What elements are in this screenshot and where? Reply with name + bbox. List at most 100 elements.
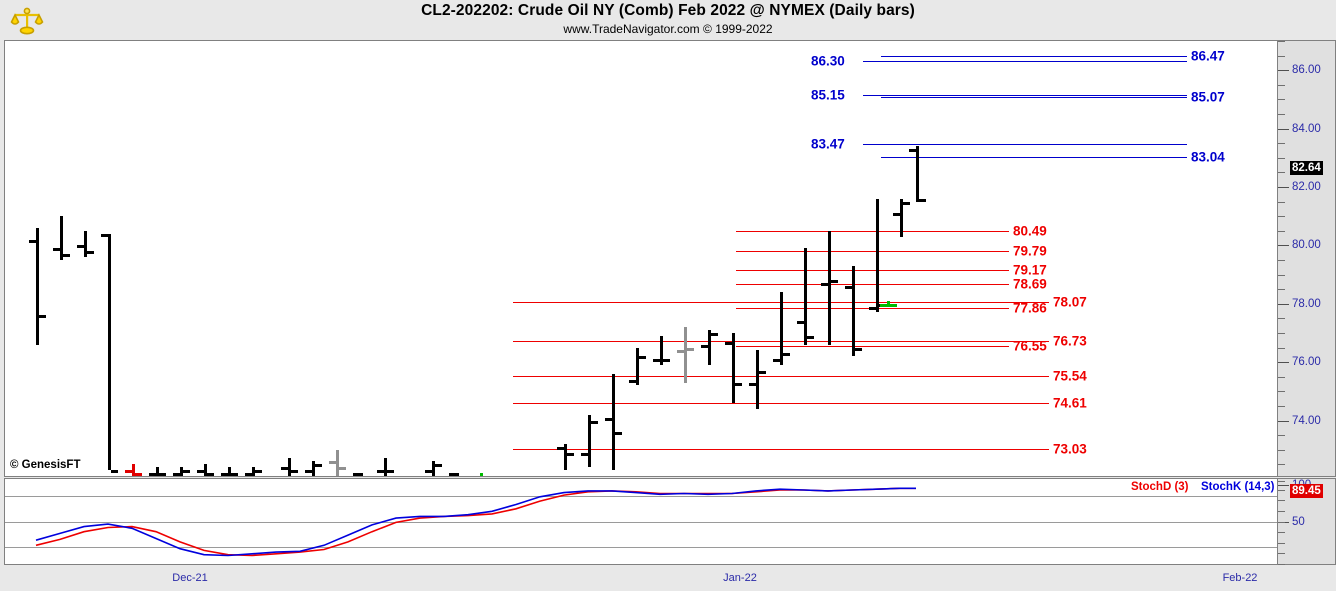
current-price-badge: 82.64 [1290, 161, 1323, 176]
price-axis-minor-tick [1278, 201, 1285, 203]
chart-subtitle: www.TradeNavigator.com © 1999-2022 [563, 22, 773, 36]
stoch-axis-minor-tick [1278, 521, 1285, 523]
price-axis-minor-tick [1278, 449, 1285, 451]
ohlc-open-tick [821, 283, 828, 287]
ohlc-open-tick [677, 350, 684, 354]
price-axis-minor-tick [1278, 230, 1285, 232]
support-line-label: 73.03 [1053, 441, 1087, 457]
support-line [513, 402, 1049, 404]
stoch-axis-minor-tick [1278, 481, 1285, 482]
price-axis-minor-tick [1278, 464, 1285, 466]
ohlc-open-tick [101, 233, 108, 237]
price-axis-minor-tick [1278, 99, 1285, 101]
resistance-line-left-label: 85.15 [811, 87, 845, 103]
price-axis-tick [1278, 245, 1289, 247]
ohlc-open-tick [880, 303, 887, 307]
ohlc-bar [84, 230, 87, 258]
price-axis-minor-tick [1278, 289, 1285, 291]
ohlc-close-tick [807, 335, 814, 339]
ohlc-bar [660, 335, 663, 366]
ohlc-open-tick [581, 452, 588, 456]
ohlc-bar [336, 449, 339, 476]
ohlc-open-tick [797, 321, 804, 325]
ohlc-open-tick [557, 446, 564, 450]
ohlc-bar [684, 327, 687, 383]
price-axis-minor-tick [1278, 332, 1285, 334]
price-axis-minor-tick [1278, 376, 1285, 378]
ohlc-open-tick [29, 239, 36, 243]
ohlc-open-tick [653, 359, 660, 363]
stochastic-axis[interactable]: 1005089.45 [1277, 478, 1336, 565]
ohlc-close-tick [711, 332, 718, 336]
ohlc-close-tick [783, 353, 790, 357]
ohlc-bar [252, 467, 255, 476]
ohlc-bar [432, 461, 435, 476]
stoch-k-line [35, 487, 916, 557]
ohlc-close-tick [663, 359, 670, 363]
price-axis-minor-tick [1278, 405, 1285, 407]
date-axis[interactable]: Dec-21 Jan-22 Feb-22 [4, 566, 1336, 591]
stoch-axis-minor-tick [1278, 510, 1285, 512]
stoch-d-line [35, 487, 916, 557]
resistance-line-left-label: 83.47 [811, 136, 845, 152]
price-axis-tick [1278, 303, 1289, 305]
price-axis-minor-tick [1278, 391, 1285, 393]
ohlc-bar [756, 350, 759, 409]
support-line-label: 76.73 [1053, 333, 1087, 349]
price-axis-minor-tick [1278, 157, 1285, 159]
resistance-line-lower [881, 56, 1187, 58]
support-line-label: 79.79 [1013, 243, 1047, 259]
ohlc-bar [36, 227, 39, 345]
date-axis-label: Jan-22 [723, 572, 757, 584]
support-line [513, 448, 1049, 450]
price-axis[interactable]: 86.00 84.00 82.00 80.00 78.00 76.00 74.00 82.64 [1277, 40, 1336, 477]
price-axis-minor-tick [1278, 41, 1285, 42]
ohlc-close-tick [111, 470, 118, 474]
ohlc-close-tick [831, 280, 838, 284]
stochastic-pane[interactable]: StochD (3) StochK (14,3) [4, 478, 1278, 565]
ohlc-open-tick [725, 341, 732, 345]
ohlc-bar [456, 473, 459, 476]
ohlc-bar [828, 230, 831, 345]
ohlc-open-tick [53, 248, 60, 252]
ohlc-close-tick [919, 198, 926, 202]
price-axis-minor-tick [1278, 113, 1285, 115]
ohlc-bar [900, 198, 903, 237]
support-line-label: 80.49 [1013, 223, 1047, 239]
stoch-k-legend: StochK (14,3) [1201, 481, 1275, 493]
resistance-line-upper [863, 95, 1187, 96]
ohlc-close-tick [87, 251, 94, 255]
support-line [736, 251, 1009, 253]
price-axis-minor-tick [1278, 274, 1285, 276]
support-line-label: 78.69 [1013, 276, 1047, 292]
resistance-line-upper [863, 144, 1187, 146]
price-axis-label: 84.00 [1292, 122, 1321, 135]
ohlc-open-tick [449, 473, 456, 476]
chart-header: CL2-202202: Crude Oil NY (Comb) Feb 2022… [0, 0, 1336, 40]
ohlc-close-tick [231, 473, 238, 476]
support-line-label: 75.54 [1053, 368, 1087, 384]
price-chart-pane[interactable]: 80.49 79.79 79.17 78.69 78.07 77.86 76.73 76.55… [4, 40, 1278, 477]
stoch-axis-minor-tick [1278, 542, 1285, 544]
ohlc-close-tick [903, 201, 910, 205]
resistance-line-lower [881, 156, 1187, 158]
date-axis-label: Dec-21 [172, 572, 208, 584]
ohlc-bar [612, 373, 615, 471]
support-line [736, 269, 1009, 271]
ohlc-open-tick [245, 473, 252, 476]
ohlc-open-tick [77, 245, 84, 249]
ohlc-open-tick [353, 473, 360, 476]
ohlc-bar [228, 467, 231, 476]
ohlc-close-tick [890, 303, 897, 307]
ohlc-open-tick [125, 470, 132, 474]
stoch-axis-minor-tick [1278, 553, 1285, 555]
ohlc-bar [636, 347, 639, 386]
ohlc-open-tick [605, 417, 612, 421]
ohlc-open-tick [149, 473, 156, 476]
price-axis-minor-tick [1278, 216, 1285, 218]
ohlc-bar [804, 248, 807, 345]
ohlc-bar [108, 233, 111, 471]
ohlc-bar [876, 198, 879, 313]
support-line [736, 346, 1009, 348]
price-axis-tick [1278, 186, 1289, 188]
